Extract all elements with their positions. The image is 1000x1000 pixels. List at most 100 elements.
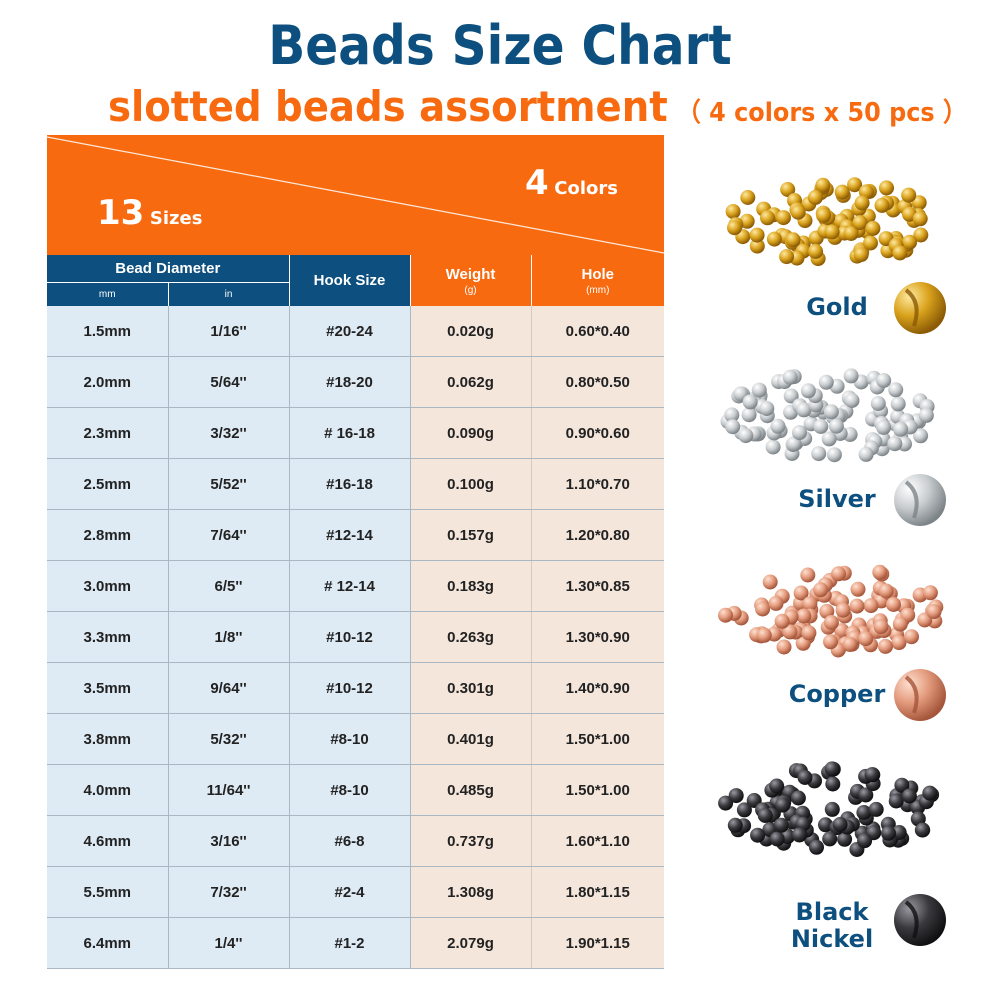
hook-size-header: Hook Size	[289, 255, 411, 306]
bead	[913, 227, 929, 243]
bead	[822, 831, 838, 847]
weight-cell: 1.308g	[410, 866, 532, 918]
bead	[911, 195, 927, 211]
table-row: 2.0mm 5/64'' #18-20 0.062g 0.80*0.50	[47, 356, 665, 408]
mm-header: mm	[47, 282, 169, 306]
bead	[887, 436, 903, 452]
bead	[922, 585, 938, 601]
diameter-in-cell: 1/16''	[168, 306, 290, 357]
page-title: Beads Size Chart	[268, 14, 732, 77]
bead	[823, 634, 838, 650]
bead	[782, 369, 798, 385]
bead	[736, 802, 752, 818]
colors-count: 4 Colors	[525, 163, 618, 203]
bead	[725, 419, 741, 435]
bead	[926, 604, 942, 620]
bead	[762, 574, 778, 590]
bead	[870, 396, 886, 411]
bead	[751, 382, 767, 398]
bead	[769, 778, 785, 794]
hole-cell: 1.10*0.70	[531, 458, 665, 510]
weight-header: Weight (g)	[409, 255, 532, 306]
hook-size-cell: #8-10	[289, 713, 411, 765]
bead	[718, 795, 734, 811]
bead	[749, 227, 765, 243]
diameter-mm-cell: 3.3mm	[47, 611, 169, 663]
bead	[894, 777, 910, 793]
hook-size-label: Hook Size	[313, 272, 386, 289]
hook-size-cell: # 16-18	[289, 407, 411, 459]
subtitle-note: （ 4 colors x 50 pcs ）	[676, 98, 967, 128]
bead	[779, 249, 795, 265]
hole-cell: 0.90*0.60	[531, 407, 665, 459]
table-row: 5.5mm 7/32'' #2-4 1.308g 1.80*1.15	[47, 866, 665, 918]
hole-cell: 1.50*1.00	[531, 764, 665, 816]
bead	[826, 447, 842, 463]
bead-color-label: Gold	[806, 293, 868, 321]
bead	[886, 597, 901, 612]
bead	[852, 215, 868, 231]
bead	[857, 833, 873, 849]
bead-color-label: Copper	[788, 680, 886, 708]
diameter-in-cell: 5/52''	[168, 458, 290, 510]
bead	[818, 817, 833, 833]
bead	[904, 629, 919, 645]
weight-label: Weight	[445, 265, 496, 283]
bead	[755, 601, 771, 617]
colors-label: Colors	[554, 178, 618, 199]
bead	[727, 220, 742, 236]
bead	[766, 231, 782, 247]
hole-cell: 1.60*1.10	[531, 815, 665, 867]
table-row: 3.5mm 9/64'' #10-12 0.301g 1.40*0.90	[47, 662, 665, 714]
diameter-in-cell: 6/5''	[168, 560, 290, 612]
table-row: 1.5mm 1/16'' #20-24 0.020g 0.60*0.40	[47, 306, 665, 357]
weight-cell: 0.183g	[410, 560, 532, 612]
hook-size-cell: #10-12	[289, 611, 411, 663]
banner-diagonal	[47, 136, 664, 254]
bead	[769, 831, 785, 847]
bead	[770, 418, 786, 434]
bead	[780, 182, 796, 197]
diameter-in-cell: 9/64''	[168, 662, 290, 714]
black-nickel-bead-icon	[894, 894, 946, 946]
bead	[874, 197, 890, 213]
bead	[888, 382, 904, 398]
bead	[844, 393, 860, 408]
diameter-in-cell: 7/32''	[168, 866, 290, 918]
size-table: Bead Diameter Hook Size Weight (g) Hole …	[47, 255, 665, 969]
bead	[749, 238, 765, 254]
bead	[757, 808, 773, 823]
bead	[796, 402, 812, 418]
hole-cell: 0.60*0.40	[531, 306, 665, 357]
weight-cell: 0.301g	[410, 662, 532, 714]
colors-number: 4	[525, 163, 549, 203]
bead	[918, 407, 934, 423]
diameter-in-cell: 3/32''	[168, 407, 290, 459]
weight-cell: 0.062g	[410, 356, 532, 408]
bead	[750, 827, 766, 843]
hole-cell: 1.90*1.15	[531, 917, 665, 969]
diameter-in-cell: 1/8''	[168, 611, 290, 663]
bead	[775, 797, 791, 813]
diameter-mm-cell: 1.5mm	[47, 306, 169, 357]
bead-color-label: Silver	[798, 485, 876, 513]
weight-cell: 0.737g	[410, 815, 532, 867]
table-row: 2.5mm 5/52'' #16-18 0.100g 1.10*0.70	[47, 458, 665, 510]
subtitle-text: slotted beads assortment	[108, 82, 668, 131]
bead	[863, 598, 879, 614]
diameter-mm-cell: 5.5mm	[47, 866, 169, 918]
bead	[843, 368, 859, 384]
bead	[847, 177, 863, 193]
table-row: 3.8mm 5/32'' #8-10 0.401g 1.50*1.00	[47, 713, 665, 765]
bead	[783, 388, 799, 404]
bead	[800, 567, 816, 583]
bead	[739, 213, 755, 229]
bead	[879, 180, 894, 196]
bead	[872, 564, 888, 580]
hook-size-cell: #1-2	[289, 917, 411, 969]
bead	[765, 439, 781, 455]
hole-cell: 0.80*0.50	[531, 356, 665, 408]
hook-size-cell: #18-20	[289, 356, 411, 408]
silver-bead-pile	[720, 368, 935, 463]
bead	[740, 190, 756, 205]
